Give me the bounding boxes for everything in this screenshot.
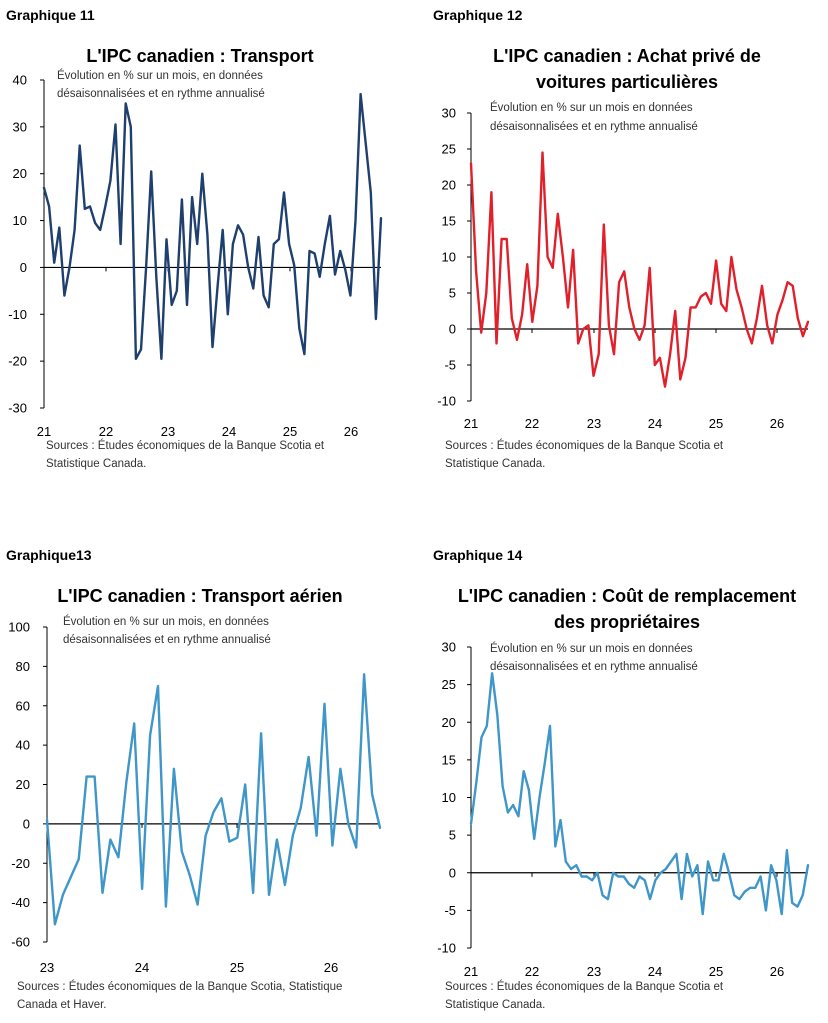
x-tick-label: 22 [525,416,539,431]
source-line: Statistique Canada. [46,458,146,470]
graph-label: Graphique13 [6,547,92,563]
graph-label: Graphique 14 [433,547,523,563]
x-tick-label: 23 [161,424,175,439]
chart-title-line: L'IPC canadien : Achat privé de [493,46,761,66]
y-tick-label: -10 [437,394,456,409]
chart-2: Graphique 12 L'IPC canadien : Achat privé… [433,7,810,470]
y-tick-label: -60 [11,935,30,950]
y-tick-label: -10 [437,941,456,956]
series-line [469,151,810,388]
series-line [45,673,382,926]
x-tick-label: 21 [464,416,478,431]
chart-note-line: Évolution en % sur un mois, en données [63,615,269,628]
x-tick-label: 23 [587,964,601,979]
y-tick-label: 20 [442,178,456,193]
y-tick-label: 0 [20,260,27,275]
y-tick-label: -40 [11,895,30,910]
chart-note-line: Évolution en % sur un mois en données [490,642,693,655]
graph-label: Graphique 11 [6,7,95,23]
y-tick-label: -5 [444,358,456,373]
graph-label: Graphique 12 [433,7,523,23]
chart-title-line: des propriétaires [554,612,700,632]
y-tick-label: 80 [16,659,30,674]
y-tick-label: 20 [442,715,456,730]
x-tick-label: 23 [40,960,54,975]
y-tick-label: 20 [16,777,30,792]
chart-4: Graphique 14 L'IPC canadien : Coût de rem… [433,547,810,1011]
chart-note-line: Évolution en % sur un mois en données [490,101,693,114]
x-tick-label: 25 [709,964,723,979]
x-tick-label: 22 [99,424,113,439]
chart-title-line: L'IPC canadien : Transport [86,46,313,66]
chart-note-line: Évolution en % sur un mois, en données [57,69,263,82]
chart-title-line: L'IPC canadien : Coût de remplacement [458,586,796,606]
source-line: Sources : Études économiques de la Banqu… [445,980,724,993]
x-tick-label: 24 [648,416,662,431]
x-tick-label: 26 [770,964,784,979]
y-tick-label: 40 [13,73,27,88]
chart-title-line: L'IPC canadien : Transport aérien [57,586,342,606]
y-tick-label: 0 [449,865,456,880]
y-tick-label: 100 [8,620,30,635]
chart-title-line: voitures particulières [536,72,718,92]
chart-3: Graphique13 L'IPC canadien : Transport aé… [6,547,382,1011]
source-line: Statistique Canada. [445,999,545,1011]
x-tick-label: 25 [283,424,297,439]
source-line: Sources : Études économiques de la Banqu… [46,439,325,452]
y-tick-label: 30 [442,106,456,121]
y-tick-label: 0 [23,816,30,831]
y-tick-label: 15 [442,752,456,767]
y-tick-label: 40 [16,738,30,753]
x-tick-label: 26 [770,416,784,431]
y-tick-label: 5 [449,286,456,301]
series-line [469,672,810,916]
x-tick-label: 26 [324,960,338,975]
source-line: Canada et Haver. [17,999,107,1011]
chart-note-line: désaisonnalisées et en rythme annualisé [63,634,271,646]
source-line: Statistique Canada. [445,458,545,470]
x-tick-label: 23 [587,416,601,431]
y-tick-label: 5 [449,828,456,843]
x-tick-label: 24 [648,964,662,979]
x-tick-label: 21 [464,964,478,979]
chart-note-line: désaisonnalisées et en rythme annualisé [57,88,265,100]
series-line [42,92,383,360]
y-tick-label: 10 [442,250,456,265]
y-tick-label: 25 [442,677,456,692]
x-tick-label: 21 [37,424,51,439]
y-tick-label: 15 [442,214,456,229]
y-tick-label: -20 [8,354,27,369]
chart-note-line: désaisonnalisées et en rythme annualisé [490,661,698,673]
y-tick-label: -10 [8,307,27,322]
y-tick-label: 25 [442,142,456,157]
chart-1: Graphique 11 L'IPC canadien : Transport Év… [6,7,383,470]
x-tick-label: 24 [222,424,236,439]
y-tick-label: 10 [13,213,27,228]
y-tick-label: 30 [442,640,456,655]
y-tick-label: 0 [449,322,456,337]
x-tick-label: 24 [135,960,149,975]
source-line: Sources : Études économiques de la Banqu… [445,439,724,452]
y-tick-label: 30 [13,119,27,134]
x-tick-label: 25 [230,960,244,975]
y-tick-label: -30 [8,401,27,416]
y-tick-label: 60 [16,698,30,713]
x-tick-label: 26 [344,424,358,439]
x-tick-label: 22 [525,964,539,979]
y-tick-label: 20 [13,166,27,181]
chart-note-line: désaisonnalisées et en rythme annualisé [490,121,698,133]
x-tick-label: 25 [709,416,723,431]
y-tick-label: -5 [444,903,456,918]
y-tick-label: -20 [11,856,30,871]
source-line: Sources : Études économiques de la Banqu… [17,980,342,993]
y-tick-label: 10 [442,790,456,805]
